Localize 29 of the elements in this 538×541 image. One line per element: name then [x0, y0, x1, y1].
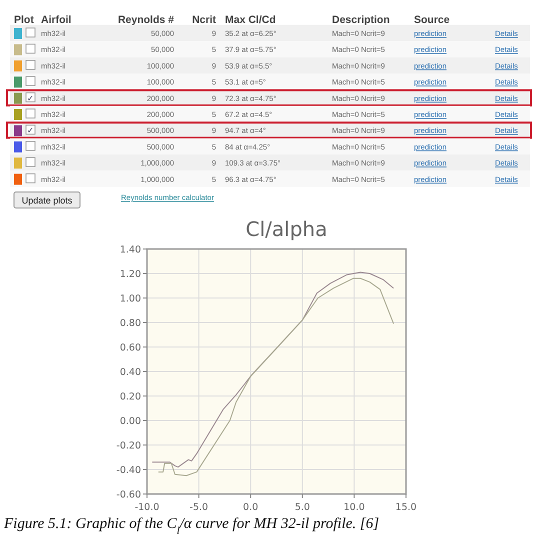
y-tick-label: 0.20 — [120, 392, 141, 402]
y-tick-label: 0.40 — [120, 367, 141, 378]
y-tick-label: -0.20 — [116, 440, 141, 452]
x-tick-label: 15.0 — [395, 502, 417, 513]
y-tick-label: 0.60 — [120, 342, 141, 354]
chart-title: Cl/alpha — [246, 217, 328, 241]
checkbox: ✓ — [26, 92, 36, 103]
y-tick-label: -0.60 — [116, 490, 141, 500]
x-tick-label: 10.0 — [344, 502, 365, 513]
y-tick-label: -0.40 — [116, 465, 141, 476]
category-label: Description — [332, 14, 390, 26]
caption: Figure 5.1: Graphic of the C$_{l}$/α curve for MH 32-il profile. [6] — [3, 516, 380, 536]
category-label: Ncrit — [192, 14, 216, 26]
y-tick-label: 0.80 — [120, 318, 141, 329]
category-label: Airfoil — [41, 14, 72, 26]
x-tick-label: -5.0 — [190, 502, 208, 513]
y-tick-label: 1.20 — [120, 269, 141, 280]
text: Update plots — [22, 196, 73, 206]
y-tick-label: 1.40 — [120, 244, 141, 256]
category-label: Plot — [14, 14, 34, 26]
category-label: Source — [414, 14, 450, 26]
x-tick-label: 0.0 — [243, 502, 258, 513]
x-tick-label: 5.0 — [294, 502, 310, 513]
y-tick-label: 1.00 — [120, 294, 141, 304]
checkbox: ✓ — [26, 124, 36, 136]
category-label: Max Cl/Cd — [225, 14, 276, 26]
y-tick-label: 0.00 — [120, 416, 141, 427]
x-tick-label: -10.0 — [134, 502, 160, 513]
category-label: Reynolds # — [118, 14, 174, 26]
